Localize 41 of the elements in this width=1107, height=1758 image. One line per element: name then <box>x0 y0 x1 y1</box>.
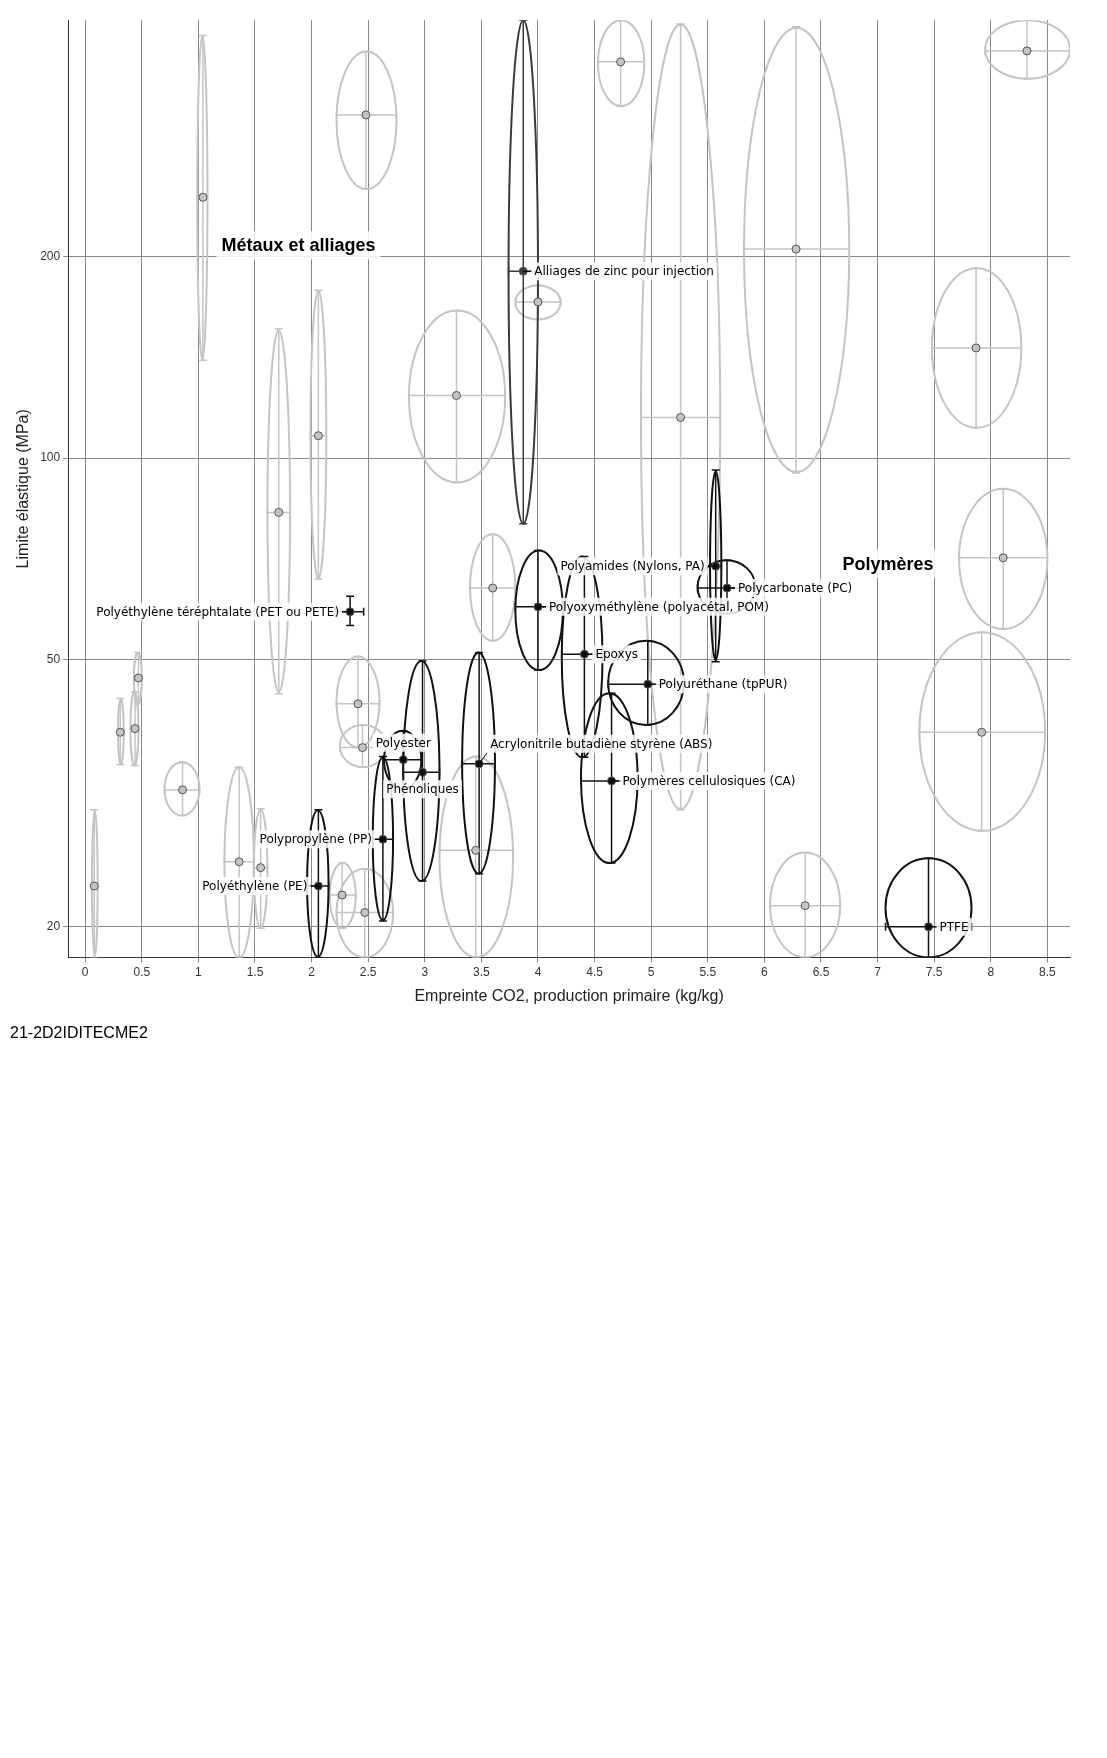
x-tick-label: 6.5 <box>812 964 830 979</box>
x-tick-label: 6 <box>761 964 769 979</box>
series-label: Alliages de zinc pour injection <box>534 264 714 279</box>
annotation: Polymères <box>842 553 934 574</box>
x-tick-label: 4.5 <box>586 964 604 979</box>
x-tick-label: 8.5 <box>1039 964 1057 979</box>
annotation: Métaux et alliages <box>221 235 376 256</box>
series-label: Polyéthylène (PE) <box>202 879 308 894</box>
x-tick-label: 2.5 <box>359 964 377 979</box>
x-tick-label: 1 <box>195 964 203 979</box>
series-label: Polyamides (Nylons, PA) <box>560 559 705 574</box>
x-tick-label: 1.5 <box>246 964 264 979</box>
y-tick-label: 20 <box>46 919 61 934</box>
x-tick-label: 7.5 <box>925 964 943 979</box>
text: 21-2D2IDITECME2 <box>10 1024 149 1042</box>
x-tick-label: 3 <box>421 964 429 979</box>
x-tick-label: 5.5 <box>699 964 717 979</box>
series-label: Acrylonitrile butadiène styrène (ABS) <box>490 736 713 751</box>
series-label: Polyuréthane (tpPUR) <box>658 677 788 692</box>
y-tick-label: 100 <box>40 450 61 465</box>
x-tick-label: 5 <box>647 964 655 979</box>
series-label: Polymères cellulosiques (CA) <box>622 774 796 789</box>
x-tick-label: 0 <box>81 964 89 979</box>
series-label: Epoxys <box>595 647 639 662</box>
x-tick-label: 4 <box>534 964 542 979</box>
series-label: Polyéthylène téréphtalate (PET ou PETE) <box>96 604 340 619</box>
x-tick-label: 0.5 <box>133 964 151 979</box>
series-label: Polyoxyméthylène (polyacétal, POM) <box>548 599 769 614</box>
y-axis-title: Limite élastique (MPa) <box>14 409 32 569</box>
y-tick-label: 50 <box>46 652 61 667</box>
series-label: Polypropylène (PP) <box>259 832 372 847</box>
series-label: Polycarbonate (PC) <box>738 581 853 596</box>
x-tick-label: 7 <box>874 964 882 979</box>
x-tick-label: 8 <box>987 964 995 979</box>
x-tick-label: 3.5 <box>473 964 491 979</box>
x-tick-label: 2 <box>308 964 316 979</box>
series-label: Phénoliques <box>386 782 459 797</box>
x-axis-title: Empreinte CO2, production primaire (kg/kg) <box>414 986 724 1004</box>
series-label: Polyester <box>375 735 431 750</box>
series-label: PTFE <box>939 919 969 934</box>
y-tick-label: 200 <box>40 248 61 263</box>
